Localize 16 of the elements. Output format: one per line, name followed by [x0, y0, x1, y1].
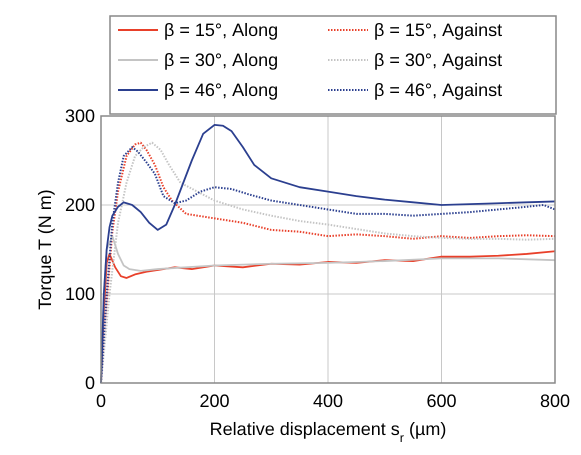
y-tick-label: 100	[64, 284, 95, 304]
legend-label: β = 30°, Against	[374, 50, 502, 70]
x-tick-label: 200	[199, 391, 230, 411]
x-tick-label: 400	[312, 391, 344, 411]
x-tick-label: 800	[540, 391, 570, 411]
x-axis-title: Relative displacement s$_{r}$ (µm)	[210, 419, 446, 445]
legend-label: β = 46°, Against	[374, 80, 502, 100]
legend-label: β = 15°, Along	[164, 20, 278, 40]
legend-label: β = 15°, Against	[374, 20, 502, 40]
legend-label: β = 30°, Along	[164, 50, 278, 70]
y-tick-label: 300	[64, 106, 95, 126]
x-tick-label: 600	[426, 391, 457, 411]
y-axis-title: Torque T (N m)	[35, 189, 55, 310]
y-tick-label: 0	[84, 373, 95, 393]
legend-label: β = 46°, Along	[164, 80, 278, 100]
y-tick-label: 200	[64, 195, 95, 215]
